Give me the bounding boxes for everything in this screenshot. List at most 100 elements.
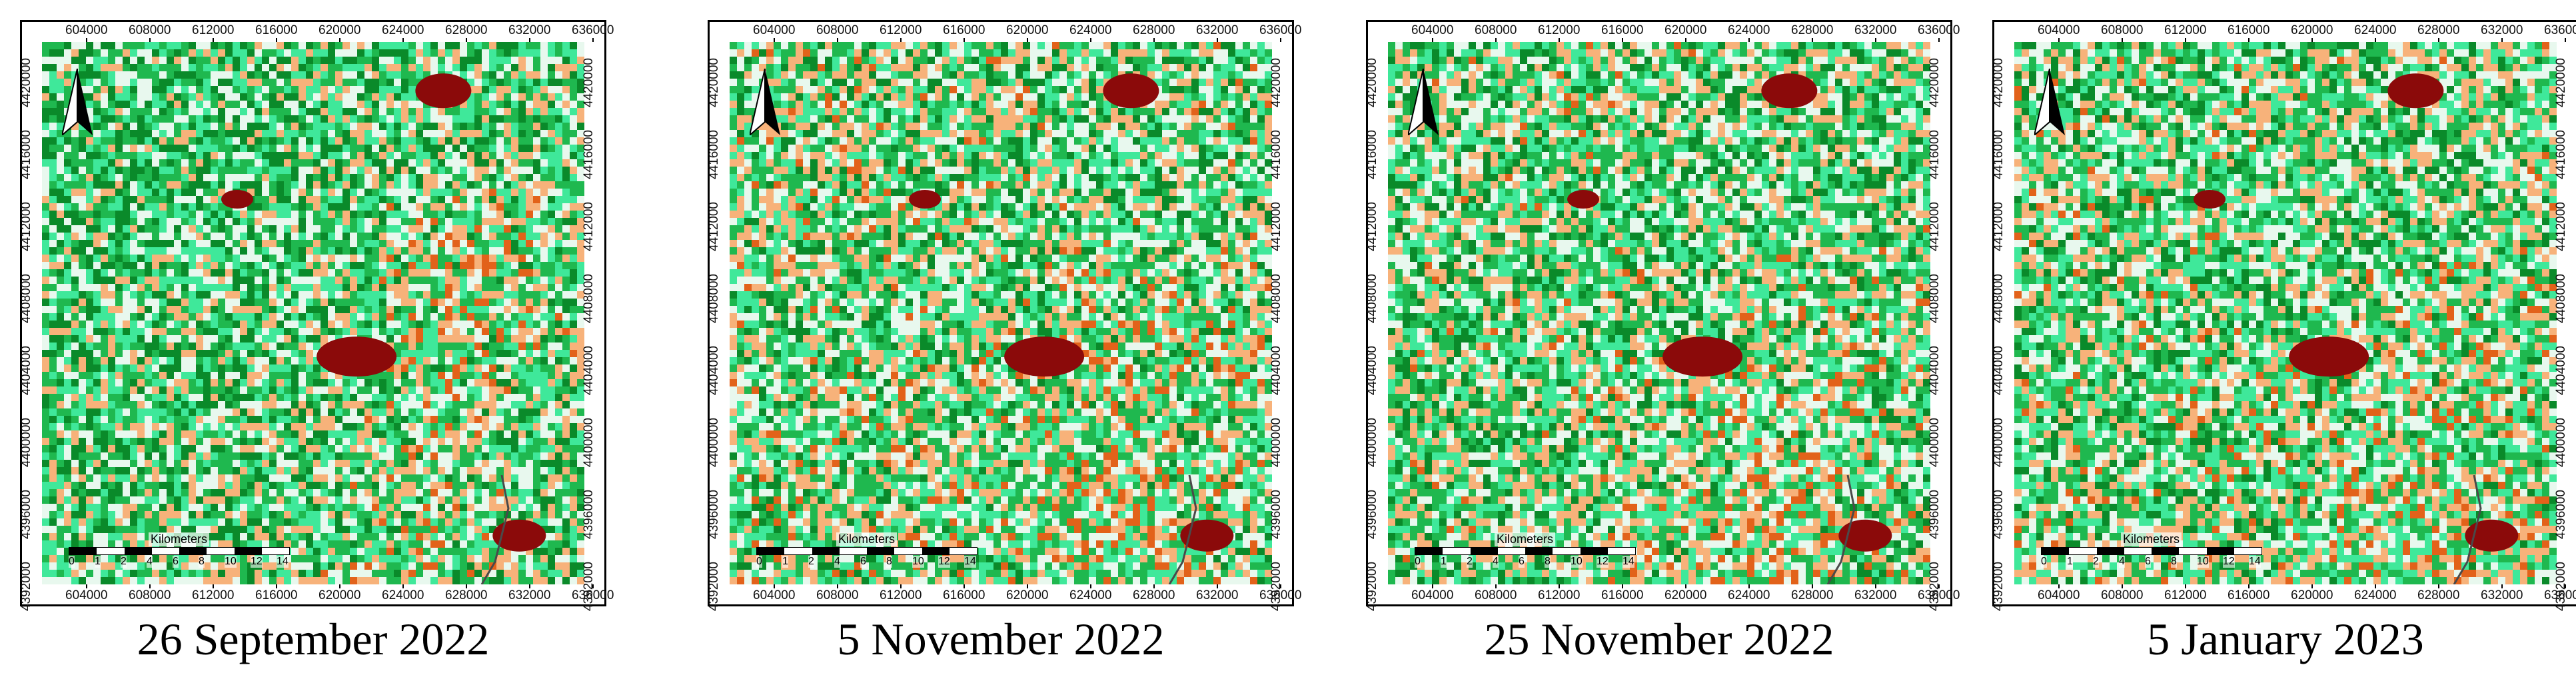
map-panel: 604000 608000 612000 616000 620000 624000 6280… [707, 20, 1301, 686]
x-tick-mark [900, 584, 902, 588]
x-tick-label: 612000 [1538, 588, 1580, 603]
map-panel: 604000 608000 612000 616000 620000 624000 6280… [1365, 20, 1960, 686]
scale-label: 6 [173, 556, 179, 568]
scale-label: 10 [2197, 556, 2209, 568]
x-tick-mark [1495, 584, 1497, 588]
y-tick-label: 4400000 [19, 418, 34, 467]
scale-label: 0 [69, 556, 75, 568]
x-tick-label: 628000 [2417, 23, 2459, 38]
scale-segment [757, 548, 785, 554]
scale-bar-segments [1415, 547, 1636, 555]
x-tick-mark [1875, 38, 1876, 42]
scale-bar-labels: 0 1 2 4 6 8 10 12 14 [69, 556, 291, 569]
x-tick-mark [339, 584, 340, 588]
scale-segment [867, 548, 895, 554]
y-tick-label: 4412000 [1928, 202, 1942, 251]
y-tick-label: 4412000 [19, 202, 34, 251]
x-tick-label: 612000 [192, 588, 234, 603]
map-panel: 604000 608000 612000 616000 620000 624000 6280… [19, 20, 614, 686]
ndvi-change-raster [1388, 42, 1930, 584]
y-tick-label: 4396000 [1928, 490, 1942, 539]
x-tick-label: 636000 [1259, 588, 1301, 603]
scale-label: 2 [121, 556, 127, 568]
x-tick-mark [2058, 38, 2060, 42]
x-tick-mark [1153, 584, 1155, 588]
x-tick-label: 620000 [1664, 23, 1706, 38]
scale-segment [1497, 548, 1525, 554]
scale-bar-title: Kilometers [1495, 532, 1556, 546]
y-tick-label: 4392000 [707, 562, 722, 611]
x-tick-label: 628000 [1791, 23, 1833, 38]
scale-bar: Kilometers 0 1 2 4 6 8 10 12 14 [69, 532, 291, 572]
x-tick-mark [1217, 584, 1218, 588]
y-tick-label: 4392000 [1928, 562, 1942, 611]
y-tick-label: 4404000 [19, 346, 34, 395]
x-tick-label: 616000 [2228, 588, 2269, 603]
x-tick-mark [2185, 584, 2186, 588]
x-tick-label: 608000 [2101, 588, 2143, 603]
x-axis-ticks-bottom: 604000 608000 612000 616000 620000 624000 6280… [730, 584, 1301, 604]
map-panel: 604000 608000 612000 616000 620000 624000 6280… [1992, 20, 2576, 686]
x-tick-mark [2501, 38, 2503, 42]
ndvi-change-raster [2014, 42, 2557, 584]
x-tick-label: 632000 [508, 23, 550, 38]
x-tick-label: 608000 [129, 23, 171, 38]
x-tick-label: 616000 [1601, 23, 1643, 38]
x-axis-ticks-top: 604000 608000 612000 616000 620000 624000 6280… [2014, 22, 2576, 42]
scale-bar-segments [69, 547, 290, 555]
scale-label: 12 [1597, 556, 1609, 568]
x-tick-label: 604000 [1411, 588, 1453, 603]
scale-bar-title: Kilometers [149, 532, 210, 546]
x-tick-mark [964, 584, 965, 588]
x-tick-label: 628000 [445, 588, 487, 603]
scale-segment [234, 548, 262, 554]
x-tick-mark [592, 584, 594, 588]
x-tick-mark [2311, 38, 2313, 42]
scale-label: 6 [860, 556, 866, 568]
x-tick-label: 632000 [1854, 23, 1896, 38]
x-tick-label: 636000 [1259, 23, 1301, 38]
x-tick-label: 620000 [2291, 23, 2333, 38]
scale-segment [1443, 548, 1471, 554]
scale-label: 10 [912, 556, 924, 568]
y-tick-label: 4408000 [2554, 274, 2569, 323]
scale-segment [2206, 548, 2234, 554]
y-tick-label: 4396000 [1992, 490, 2006, 539]
scale-bar-segments [756, 547, 977, 555]
x-tick-mark [402, 38, 404, 42]
scale-label: 8 [199, 556, 205, 568]
x-tick-mark [1090, 38, 1091, 42]
x-tick-mark [900, 38, 902, 42]
y-tick-label: 4412000 [2554, 202, 2569, 251]
y-tick-label: 4392000 [1992, 562, 2006, 611]
scale-label: 8 [1545, 556, 1551, 568]
y-tick-label: 4404000 [1928, 346, 1942, 395]
y-tick-label: 4420000 [1992, 58, 2006, 107]
x-tick-mark [2375, 38, 2376, 42]
y-tick-label: 4416000 [1992, 130, 2006, 179]
x-tick-mark [2438, 38, 2439, 42]
x-tick-label: 624000 [2354, 588, 2396, 603]
y-tick-label: 4416000 [2554, 130, 2569, 179]
x-tick-label: 608000 [129, 588, 171, 603]
x-tick-mark [2565, 584, 2566, 588]
y-tick-label: 4420000 [1928, 58, 1942, 107]
x-tick-mark [774, 38, 775, 42]
x-tick-mark [1748, 584, 1750, 588]
scale-segment [2152, 548, 2180, 554]
x-tick-label: 628000 [1133, 588, 1175, 603]
x-tick-label: 608000 [1475, 588, 1517, 603]
scale-segment [839, 548, 867, 554]
x-tick-label: 620000 [319, 588, 360, 603]
y-tick-label: 4412000 [582, 202, 596, 251]
scale-segment [2124, 548, 2152, 554]
y-tick-label: 4396000 [582, 490, 596, 539]
scale-bar-segments [2041, 547, 2262, 555]
x-tick-label: 616000 [255, 588, 297, 603]
x-tick-label: 632000 [508, 588, 550, 603]
scale-bar-labels: 0 1 2 4 6 8 10 12 14 [2041, 556, 2263, 569]
y-tick-label: 4412000 [1269, 202, 1284, 251]
x-tick-mark [964, 38, 965, 42]
scale-segment [2234, 548, 2261, 554]
x-tick-label: 604000 [753, 588, 795, 603]
